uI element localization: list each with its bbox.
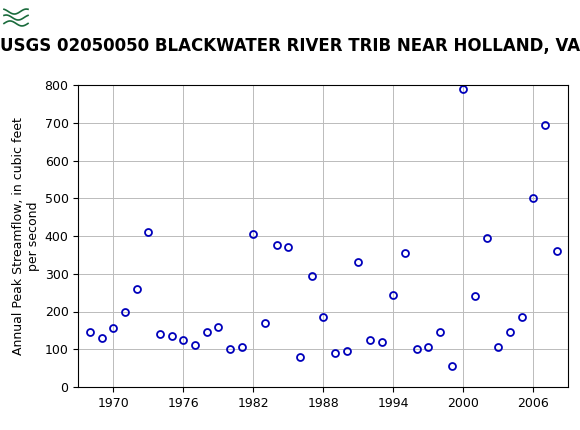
Text: USGS 02050050 BLACKWATER RIVER TRIB NEAR HOLLAND, VA: USGS 02050050 BLACKWATER RIVER TRIB NEAR… bbox=[0, 37, 580, 55]
Text: USGS: USGS bbox=[35, 9, 90, 27]
Y-axis label: Annual Peak Streamflow, in cubic feet
per second: Annual Peak Streamflow, in cubic feet pe… bbox=[12, 117, 41, 355]
Bar bbox=[3, 3, 63, 32]
